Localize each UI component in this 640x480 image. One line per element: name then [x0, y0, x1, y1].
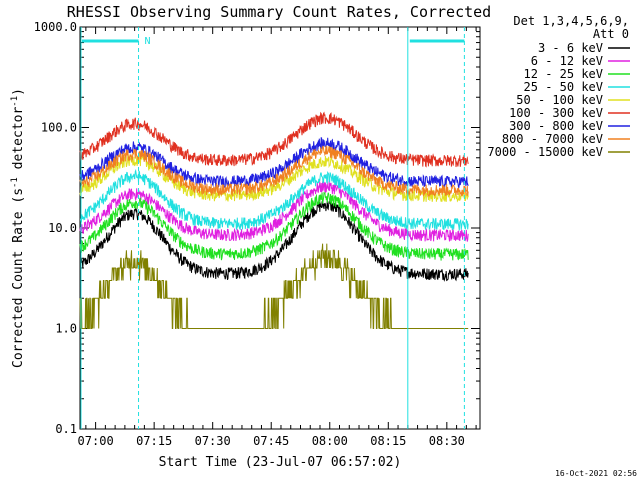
x-tick-label: 07:00	[78, 434, 114, 448]
series-line	[79, 200, 469, 282]
legend-header-line-1: Det 1,3,4,5,6,9,	[513, 14, 629, 28]
y-tick-label: 100.0	[41, 121, 77, 135]
series-line	[79, 191, 469, 261]
y-axis-label: Corrected Count Rate (s-1 detector-1)	[10, 88, 26, 368]
y-label-mid: detector	[11, 107, 26, 178]
series-line	[79, 145, 469, 198]
series-layer	[79, 111, 469, 329]
legend-label: 25 - 50 keV	[524, 80, 603, 94]
legend-label: 100 - 300 keV	[509, 106, 603, 120]
legend-label: 7000 - 15000 keV	[487, 145, 603, 159]
y-axis-ticks: 1000.0 100.0 10.0 1.0 0.1	[34, 20, 480, 436]
legend-label: 800 - 7000 keV	[502, 132, 603, 146]
legend-label: 12 - 25 keV	[524, 67, 603, 81]
x-tick-label: 07:15	[136, 434, 172, 448]
y-tick-label: 10.0	[48, 221, 77, 235]
y-tick-label: 1000.0	[34, 20, 77, 34]
x-tick-label: 08:00	[312, 434, 348, 448]
x-axis-ticks: 07:00 07:15 07:30 07:45 08:00 08:15 08:30	[78, 27, 477, 448]
legend-label: 6 - 12 keV	[531, 54, 603, 68]
interval-markers: N	[80, 27, 465, 429]
x-tick-label: 07:45	[253, 434, 289, 448]
x-tick-label: 08:30	[429, 434, 465, 448]
series-line	[79, 111, 469, 168]
x-tick-label: 07:30	[195, 434, 231, 448]
y-tick-label: 1.0	[55, 322, 77, 336]
y-label-end: )	[11, 88, 26, 96]
series-line	[79, 243, 469, 329]
y-label-sup2: -1	[10, 96, 20, 107]
y-tick-label: 0.1	[55, 422, 77, 436]
flag-label: N	[145, 36, 151, 47]
legend-label: 300 - 800 keV	[509, 119, 603, 133]
series-line	[79, 168, 469, 231]
y-label-sup1: -1	[10, 177, 20, 188]
footer-timestamp: 16-Oct-2021 02:56	[555, 469, 637, 478]
legend-label: 50 - 100 keV	[516, 93, 603, 107]
series-line	[79, 180, 469, 242]
plot-frame	[79, 26, 481, 430]
y-label-main: Corrected Count Rate (s	[11, 188, 26, 368]
x-axis-label: Start Time (23-Jul-07 06:57:02)	[159, 455, 402, 470]
x-tick-label: 08:15	[370, 434, 406, 448]
chart-title: RHESSI Observing Summary Count Rates, Co…	[67, 3, 491, 21]
legend-label: 3 - 6 keV	[538, 41, 603, 55]
legend-header-line-2: Att 0	[593, 27, 629, 41]
